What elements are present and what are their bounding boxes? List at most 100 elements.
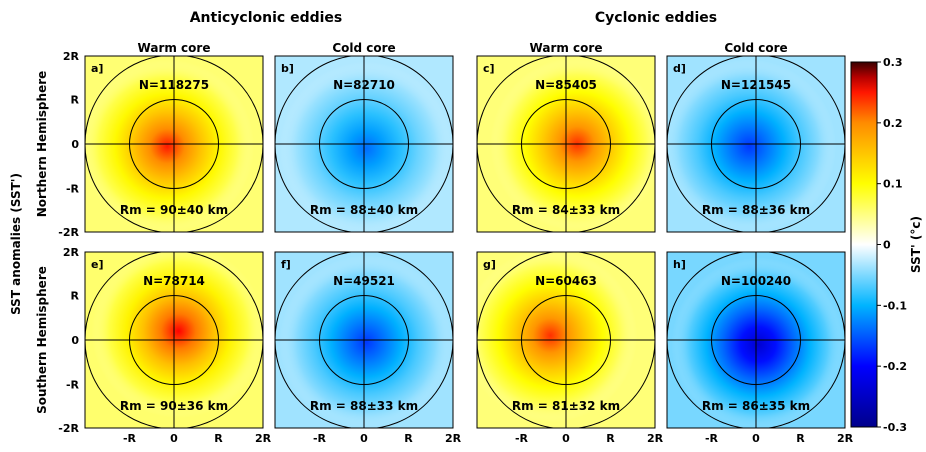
column-title-1: Warm core (138, 41, 211, 55)
panel-3 (477, 56, 655, 232)
anomaly-field (85, 59, 255, 232)
panel-8 (667, 252, 845, 428)
x-tick-label: -R (313, 432, 327, 445)
x-tick-label: R (606, 432, 615, 445)
panel-letter: f] (281, 258, 291, 271)
anomaly-field (279, 255, 453, 428)
y-tick-label: -2R (58, 226, 79, 239)
colorbar-tick-label: -0.1 (883, 299, 907, 312)
anomaly-field (477, 252, 638, 423)
x-tick-label: 0 (360, 432, 368, 445)
y-tick-label: 2R (63, 50, 80, 63)
panel-letter: d] (673, 62, 686, 75)
anomaly-field (91, 252, 263, 418)
colorbar-tick-label: 0 (883, 239, 891, 252)
panel-frame (84, 55, 264, 233)
row-label-northern: Northern Hemisphere (35, 71, 49, 218)
inner-circle-R (521, 295, 611, 385)
panel-frame (666, 55, 846, 233)
panel-letter: a] (91, 62, 103, 75)
x-tick-label: R (404, 432, 413, 445)
panel-frame (274, 55, 454, 233)
x-tick-label: 0 (562, 432, 570, 445)
x-tick-label: 2R (445, 432, 462, 445)
sample-count: N=118275 (139, 78, 209, 92)
inner-circle-R (711, 295, 801, 385)
panel-5 (85, 252, 263, 428)
colorbar-tick-label: -0.2 (883, 360, 907, 373)
y-tick-label: 2R (63, 246, 80, 259)
y-tick-label: R (71, 290, 80, 303)
y-axis-label: SST anomalies (SST') (9, 173, 23, 315)
column-title-3: Warm core (530, 41, 603, 55)
x-tick-label: 2R (837, 432, 854, 445)
panel-letter: c] (483, 62, 495, 75)
colorbar (850, 61, 878, 428)
radius-label: Rm = 84±33 km (512, 203, 620, 217)
sample-count: N=121545 (721, 78, 791, 92)
radius-label: Rm = 90±40 km (120, 203, 228, 217)
inner-circle-R (319, 295, 409, 385)
column-title-4: Cold core (724, 41, 787, 55)
panel-frame (274, 251, 454, 429)
group-title-cyclonic: Cyclonic eddies (595, 10, 717, 26)
panel-frame (476, 55, 656, 233)
inner-circle-R (711, 99, 801, 189)
panel-letter: g] (483, 258, 496, 271)
x-tick-label: R (796, 432, 805, 445)
inner-circle-R (129, 99, 219, 189)
x-tick-label: R (214, 432, 223, 445)
sample-count: N=49521 (333, 274, 395, 288)
panel-frame (476, 251, 656, 429)
panel-4 (667, 56, 845, 232)
sample-count: N=82710 (333, 78, 395, 92)
sample-count: N=85405 (535, 78, 597, 92)
radius-label: Rm = 86±35 km (702, 399, 810, 413)
inner-circle-R (319, 99, 409, 189)
panel-7 (477, 252, 655, 428)
column-title-2: Cold core (332, 41, 395, 55)
x-tick-label: 2R (647, 432, 664, 445)
y-tick-label: -R (66, 183, 80, 196)
colorbar-tick-label: 0.1 (883, 178, 903, 191)
panel-letter: h] (673, 258, 686, 271)
colorbar-tick-label: 0.2 (883, 117, 903, 130)
anomaly-field (279, 61, 453, 232)
group-title-anticyclonic: Anticyclonic eddies (190, 10, 343, 26)
panel-letter: e] (91, 258, 104, 271)
radius-label: Rm = 88±40 km (310, 203, 418, 217)
radius-label: Rm = 90±36 km (120, 399, 228, 413)
sample-count: N=78714 (143, 274, 205, 288)
panel-letter: b] (281, 62, 294, 75)
sample-count: N=100240 (721, 274, 791, 288)
radius-label: Rm = 88±33 km (310, 399, 418, 413)
colorbar-label: SST' (°c) (909, 216, 923, 273)
y-tick-label: -R (66, 379, 80, 392)
colorbar-tick-label: 0.3 (883, 56, 903, 69)
x-tick-label: 0 (752, 432, 760, 445)
panel-2 (275, 56, 453, 232)
colorbar-tick-label: -0.3 (883, 421, 907, 434)
radius-label: Rm = 81±32 km (512, 399, 620, 413)
x-tick-label: -R (515, 432, 529, 445)
panel-frame (84, 251, 264, 429)
x-tick-label: -R (123, 432, 137, 445)
row-label-southern: Southern Hemisphere (35, 266, 49, 414)
x-tick-label: 2R (255, 432, 272, 445)
inner-circle-R (521, 99, 611, 189)
anomaly-field (667, 59, 837, 232)
y-tick-label: 0 (71, 334, 79, 347)
sample-count: N=60463 (535, 274, 597, 288)
anomaly-field (671, 257, 845, 428)
panel-1 (85, 56, 263, 232)
y-tick-label: -2R (58, 422, 79, 435)
x-tick-label: 0 (170, 432, 178, 445)
panel-6 (275, 252, 453, 428)
y-tick-label: 0 (71, 138, 79, 151)
y-tick-label: R (71, 94, 80, 107)
x-tick-label: -R (705, 432, 719, 445)
radius-label: Rm = 88±36 km (702, 203, 810, 217)
inner-circle-R (129, 295, 219, 385)
panel-frame (666, 251, 846, 429)
